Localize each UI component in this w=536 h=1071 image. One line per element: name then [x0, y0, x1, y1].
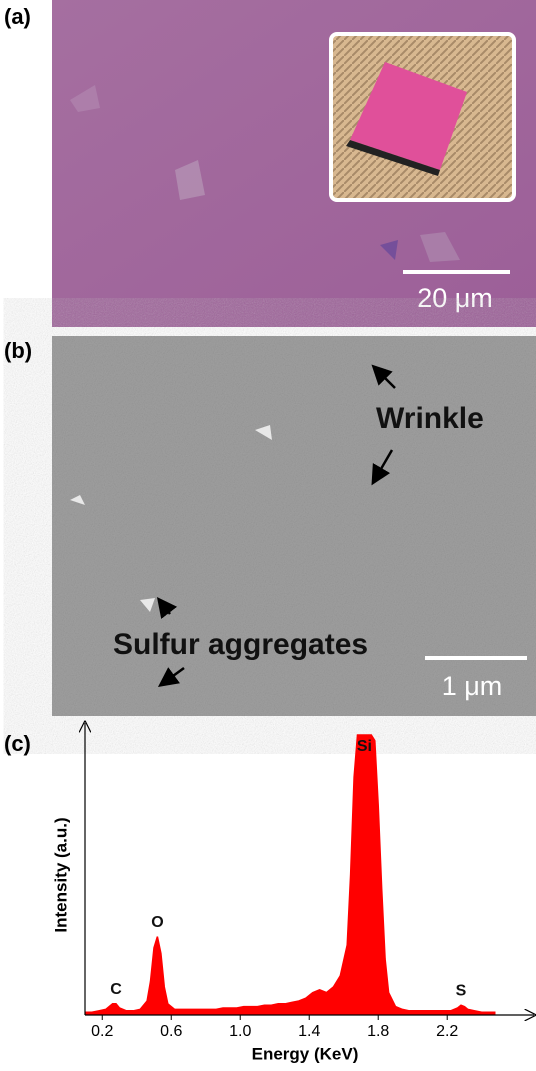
figure: 20 μm (a) Wrinkle Sulfur aggregates 1 μm…: [0, 0, 536, 1066]
panel-label: (b): [4, 338, 32, 363]
x-tick-label: 0.2: [91, 1023, 113, 1040]
annotation: Wrinkle: [376, 402, 484, 435]
annotation: Sulfur aggregates: [113, 628, 368, 661]
panel-label: (c): [4, 731, 31, 756]
panel-a: 20 μm (a): [4, 0, 536, 327]
peak-label: O: [151, 914, 163, 931]
peak-label: Si: [357, 738, 372, 755]
x-tick-label: 2.2: [436, 1023, 458, 1040]
peak-label: S: [456, 982, 467, 999]
x-tick-label: 0.6: [160, 1023, 182, 1040]
x-tick-label: 1.0: [229, 1023, 251, 1040]
scale-label: 20 μm: [417, 283, 493, 313]
x-tick-label: 1.8: [367, 1023, 389, 1040]
panel-label: (a): [4, 4, 31, 29]
area-fill: [85, 735, 496, 1015]
peak-label: C: [110, 981, 122, 998]
spectrum: [85, 735, 496, 1012]
scale-label: 1 μm: [442, 671, 503, 701]
panel-c: (c) Intensity (a.u.) Energy (KeV) 0.2 0.6…: [4, 723, 534, 1063]
panel-b: Wrinkle Sulfur aggregates 1 μm (b): [4, 336, 536, 716]
x-tick-label: 1.4: [298, 1023, 320, 1040]
y-axis-label: Intensity (a.u.): [51, 817, 70, 932]
x-axis-label: Energy (KeV): [252, 1044, 359, 1063]
